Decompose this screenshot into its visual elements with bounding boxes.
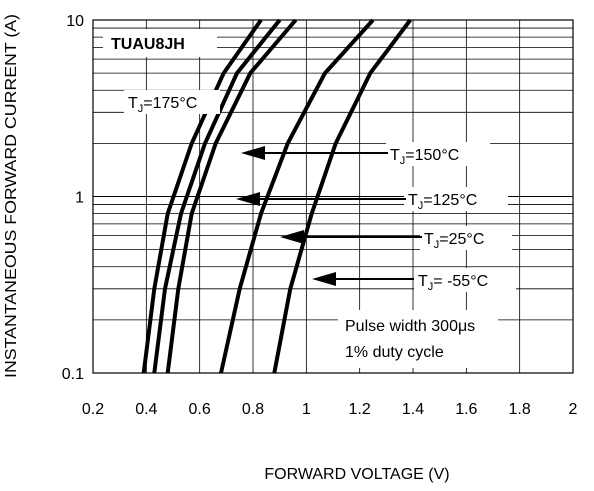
note-pulse-width: Pulse width 300μs <box>345 318 475 335</box>
series-label-box <box>414 268 516 292</box>
series-label: TJ=125°C <box>408 192 477 212</box>
tick-labels: 0.2 0.4 0.6 0.8 1 1.2 1.4 1.6 1.8 2 0.1 1 10 <box>62 13 578 418</box>
x-tick-label: 1.8 <box>509 401 531 418</box>
y-tick-label: 10 <box>66 13 84 30</box>
chart-title: TUAU8JH <box>111 36 185 53</box>
title-box <box>103 29 217 57</box>
x-tick-label: 1.2 <box>349 401 371 418</box>
arrow-head <box>312 272 336 286</box>
series-label: TJ=175°C <box>128 95 197 115</box>
x-tick-label: 2 <box>569 401 578 418</box>
series-label: TJ=150°C <box>390 147 459 167</box>
y-tick-label: 1 <box>75 190 84 207</box>
y-tick-label: 0.1 <box>62 366 84 383</box>
arrow-head <box>236 192 260 206</box>
x-tick-label: 0.2 <box>82 401 104 418</box>
series-label-box <box>124 90 220 114</box>
series-label: TJ= -55°C <box>418 273 488 293</box>
note-duty-cycle: 1% duty cycle <box>345 344 444 361</box>
series-label-box <box>420 226 512 250</box>
series-label-box <box>404 187 508 211</box>
series-line <box>152 18 282 374</box>
x-tick-label: 1.6 <box>455 401 477 418</box>
series-layer <box>141 18 412 374</box>
series-label-box <box>386 142 490 166</box>
x-tick-label: 0.8 <box>242 401 264 418</box>
series-label: TJ=25°C <box>424 231 484 251</box>
notes-box <box>338 310 498 368</box>
series-line <box>141 18 263 374</box>
arrow-head <box>280 230 304 244</box>
x-tick-label: 0.6 <box>189 401 211 418</box>
plot-frame <box>92 19 574 374</box>
x-tick-label: 0.4 <box>135 401 157 418</box>
x-tick-label: 1 <box>302 401 311 418</box>
y-axis-label: INSTANTANEOUS FORWARD CURRENT (A) <box>3 14 20 378</box>
annotations: TJ=175°C TJ=150°C TJ=125°C TJ=25°C TJ= -55°C <box>124 90 516 293</box>
arrow-head <box>241 146 265 160</box>
x-tick-label: 1.4 <box>402 401 424 418</box>
series-line <box>165 18 298 374</box>
series-line <box>219 18 375 374</box>
x-axis-label: FORWARD VOLTAGE (V) <box>264 466 449 483</box>
series-line <box>272 18 412 374</box>
